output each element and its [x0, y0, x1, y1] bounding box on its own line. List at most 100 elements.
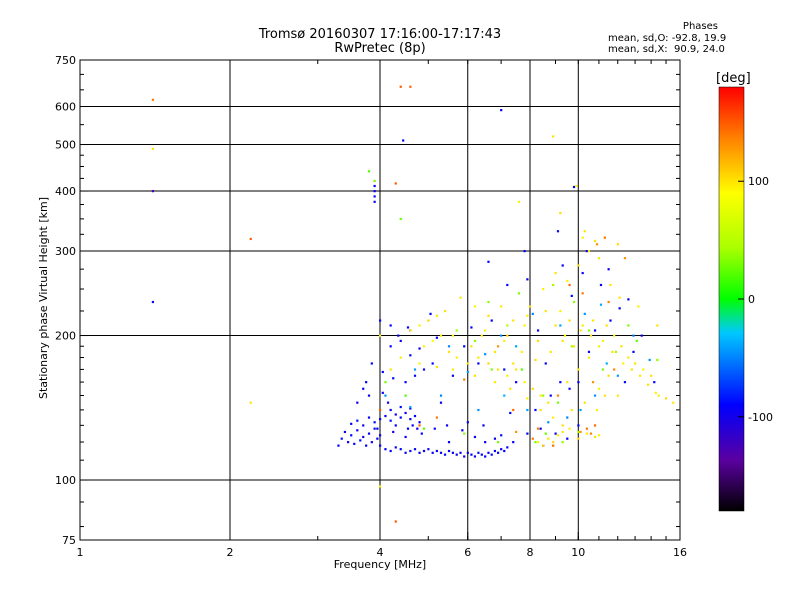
data-point	[422, 345, 426, 348]
data-point	[411, 424, 414, 427]
data-point	[539, 394, 542, 397]
x-tick-label: 4	[377, 546, 384, 559]
data-point	[512, 362, 515, 365]
data-point	[593, 394, 597, 397]
data-point	[362, 424, 365, 427]
data-point	[536, 441, 540, 444]
data-point	[547, 437, 550, 440]
data-point	[512, 319, 515, 322]
data-point	[379, 485, 382, 488]
data-point	[531, 312, 534, 315]
data-point	[611, 350, 614, 353]
data-point	[603, 394, 606, 397]
data-point	[581, 324, 584, 327]
data-point	[409, 354, 412, 357]
data-point	[473, 339, 477, 343]
x-axis-label: Frequency [MHz]	[334, 558, 426, 571]
data-point	[568, 319, 571, 322]
data-point	[627, 356, 630, 359]
data-point	[601, 368, 605, 371]
data-point	[529, 305, 532, 308]
data-point	[512, 408, 515, 412]
data-point	[552, 441, 555, 444]
data-point	[463, 378, 466, 381]
data-point	[340, 437, 343, 440]
data-point	[534, 441, 537, 444]
data-point	[526, 314, 529, 317]
data-point	[413, 368, 417, 371]
data-point	[365, 444, 368, 447]
data-point	[587, 329, 591, 332]
data-point	[399, 356, 402, 359]
colorbar-tick-label: 0	[748, 293, 755, 306]
data-point	[566, 279, 569, 283]
data-point	[337, 444, 340, 447]
data-point	[616, 394, 619, 397]
data-point	[618, 296, 621, 299]
data-point	[427, 448, 430, 451]
data-point	[559, 381, 562, 384]
data-point	[618, 307, 621, 310]
data-point	[370, 362, 373, 365]
data-point	[466, 451, 469, 454]
data-point	[404, 381, 407, 384]
data-point	[657, 394, 660, 397]
data-point	[583, 230, 586, 233]
data-point	[350, 434, 353, 437]
data-point	[544, 362, 547, 365]
data-point	[623, 257, 627, 260]
data-point	[597, 387, 601, 390]
data-point	[561, 339, 564, 343]
data-point	[496, 441, 500, 444]
data-point	[570, 345, 573, 348]
data-point	[587, 356, 591, 359]
data-point	[389, 345, 392, 348]
data-point	[493, 381, 497, 384]
data-point	[561, 424, 564, 427]
data-point	[563, 334, 567, 337]
data-point	[634, 362, 637, 365]
x-tick-label: 10	[571, 546, 585, 559]
data-point	[379, 334, 382, 337]
y-axis-label: Stationary phase Virtual Height [km]	[37, 197, 50, 399]
data-point	[406, 326, 410, 329]
data-point	[506, 446, 509, 449]
data-point	[389, 419, 392, 422]
data-point	[554, 432, 557, 435]
data-point	[570, 294, 573, 297]
data-point	[642, 368, 645, 371]
data-point	[559, 212, 562, 215]
data-point	[367, 394, 371, 397]
data-point	[409, 418, 412, 421]
data-point	[431, 451, 434, 454]
data-point	[544, 432, 547, 435]
data-point	[613, 368, 616, 371]
data-point	[672, 401, 675, 404]
data-point	[515, 430, 518, 434]
data-point	[559, 309, 562, 313]
data-point	[477, 408, 480, 412]
data-point	[593, 424, 597, 427]
data-point	[509, 387, 512, 390]
data-point	[379, 418, 382, 421]
data-point	[503, 339, 506, 343]
data-point	[373, 195, 376, 198]
chart-subtitle: RwPretec (8p)	[334, 41, 426, 56]
data-point	[435, 365, 438, 369]
data-point	[399, 416, 402, 419]
data-point	[359, 439, 362, 442]
data-point	[622, 362, 625, 365]
data-point	[392, 377, 395, 380]
data-point	[572, 300, 576, 304]
data-point	[373, 190, 376, 193]
data-point	[447, 449, 451, 453]
data-point	[523, 381, 526, 384]
data-point	[451, 334, 455, 337]
data-point	[151, 300, 155, 304]
data-point	[500, 334, 503, 337]
data-point	[463, 345, 466, 348]
data-point	[420, 432, 423, 435]
data-point	[542, 444, 545, 447]
data-point	[599, 303, 603, 306]
